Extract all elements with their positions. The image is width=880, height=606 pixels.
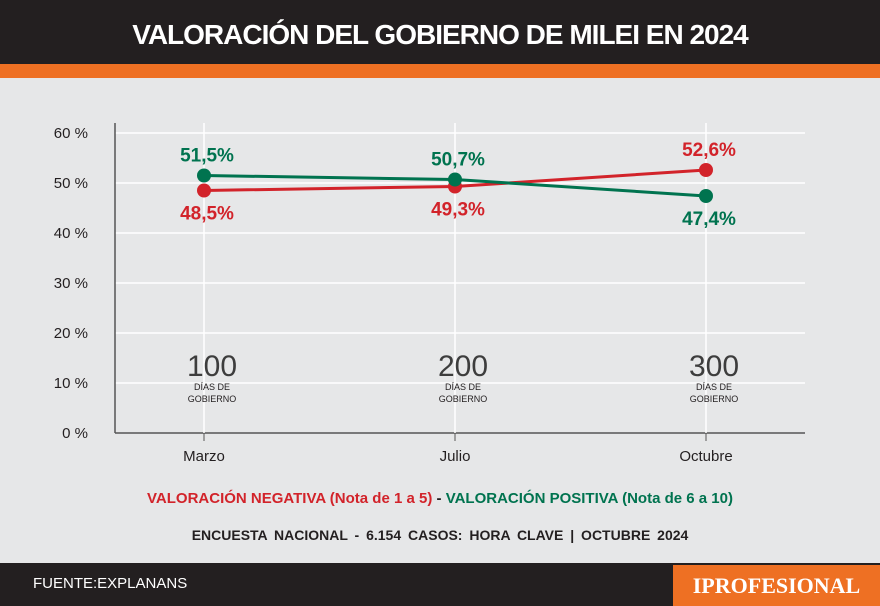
y-tick-label: 0 %	[62, 425, 88, 442]
accent-stripe	[0, 64, 880, 78]
chart-title: VALORACIÓN DEL GOBIERNO DE MILEI EN 2024	[0, 0, 880, 64]
legend-negative: VALORACIÓN NEGATIVA (Nota de 1 a 5)	[147, 490, 433, 507]
y-tick-label: 50 %	[54, 175, 88, 192]
annotation-label: DÍAS DE	[194, 382, 230, 392]
line-chart: 0 % 10 % 20 % 30 % 40 % 50 % 60 % Marzo Julio Oct…	[54, 123, 805, 465]
annotation-label: GOBIERNO	[188, 394, 237, 404]
annotation-label: GOBIERNO	[690, 394, 739, 404]
data-point	[197, 183, 211, 198]
data-label: 48,5%	[180, 204, 234, 225]
annotation-label: DÍAS DE	[445, 382, 481, 392]
y-tick-label: 60 %	[54, 125, 88, 142]
annotation-number: 300	[689, 350, 739, 383]
data-point	[699, 163, 713, 177]
data-label: 47,4%	[682, 209, 736, 230]
x-tick-label: Octubre	[679, 448, 732, 465]
legend-separator: -	[432, 490, 446, 507]
data-point	[448, 172, 462, 187]
legend-positive: VALORACIÓN POSITIVA (Nota de 6 a 10)	[445, 490, 733, 507]
footer: FUENTE:EXPLANANS IPROFESIONAL	[0, 563, 880, 606]
annotation-label: DÍAS DE	[696, 382, 732, 392]
y-tick-label: 30 %	[54, 275, 88, 292]
source-text: FUENTE:EXPLANANS	[33, 575, 188, 592]
survey-note: ENCUESTA NACIONAL - 6.154 CASOS: HORA CL…	[191, 527, 689, 543]
x-tick-label: Marzo	[183, 448, 225, 465]
annotation-number: 100	[187, 350, 237, 383]
data-label: 50,7%	[431, 150, 485, 171]
data-point	[699, 189, 713, 203]
data-label: 49,3%	[431, 200, 485, 221]
annotation-label: GOBIERNO	[439, 394, 488, 404]
brand-logo: IPROFESIONAL	[673, 565, 880, 606]
data-label: 51,5%	[180, 146, 234, 167]
legend: VALORACIÓN NEGATIVA (Nota de 1 a 5) - VA…	[0, 490, 880, 507]
data-point	[197, 168, 211, 183]
y-tick-label: 20 %	[54, 325, 88, 342]
annotation-number: 200	[438, 350, 488, 383]
x-tick-label: Julio	[440, 448, 471, 465]
data-label: 52,6%	[682, 140, 736, 161]
y-tick-label: 10 %	[54, 375, 88, 392]
y-tick-label: 40 %	[54, 225, 88, 242]
